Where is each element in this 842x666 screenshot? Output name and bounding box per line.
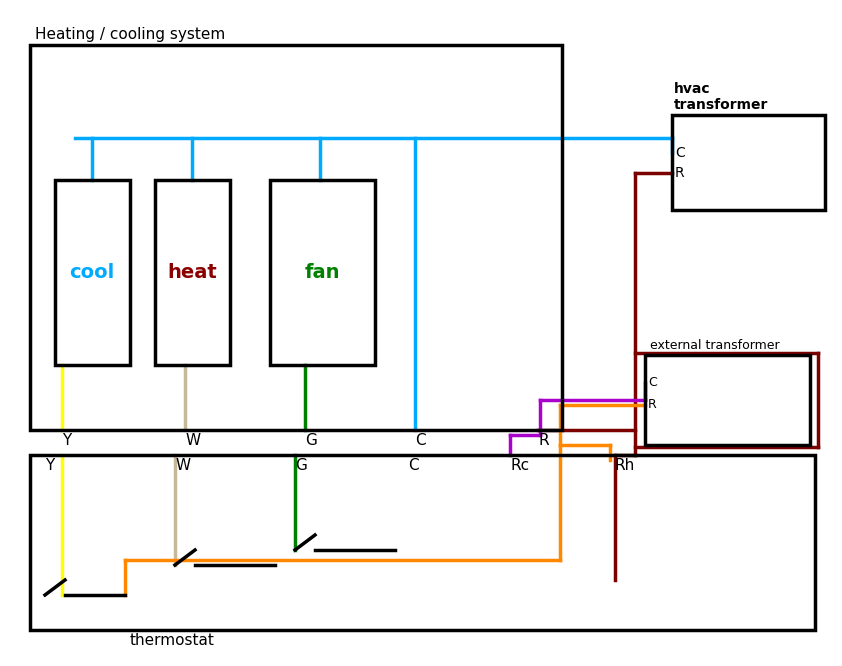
Text: external transformer: external transformer: [650, 339, 780, 352]
Text: thermostat: thermostat: [130, 633, 215, 648]
Text: W: W: [185, 433, 200, 448]
Text: C: C: [408, 458, 418, 473]
Bar: [270, 180, 375, 365]
Text: cool: cool: [69, 262, 115, 282]
Text: R: R: [648, 398, 657, 412]
Text: heat: heat: [167, 262, 217, 282]
Text: Y: Y: [62, 433, 72, 448]
Bar: [30, 455, 815, 630]
Bar: [645, 355, 810, 445]
Text: R: R: [675, 166, 685, 180]
Text: Rh: Rh: [615, 458, 635, 473]
Text: C: C: [648, 376, 657, 390]
Text: R: R: [538, 433, 549, 448]
Bar: [672, 115, 825, 210]
Text: hvac
transformer: hvac transformer: [674, 82, 769, 112]
Bar: [55, 180, 130, 365]
Text: Rc: Rc: [510, 458, 529, 473]
Bar: [30, 45, 562, 430]
Text: C: C: [415, 433, 425, 448]
Text: W: W: [175, 458, 190, 473]
Text: G: G: [295, 458, 306, 473]
Text: C: C: [675, 146, 685, 160]
Text: fan: fan: [304, 262, 340, 282]
Text: Heating / cooling system: Heating / cooling system: [35, 27, 226, 42]
Bar: [155, 180, 230, 365]
Text: G: G: [305, 433, 317, 448]
Text: Y: Y: [45, 458, 54, 473]
